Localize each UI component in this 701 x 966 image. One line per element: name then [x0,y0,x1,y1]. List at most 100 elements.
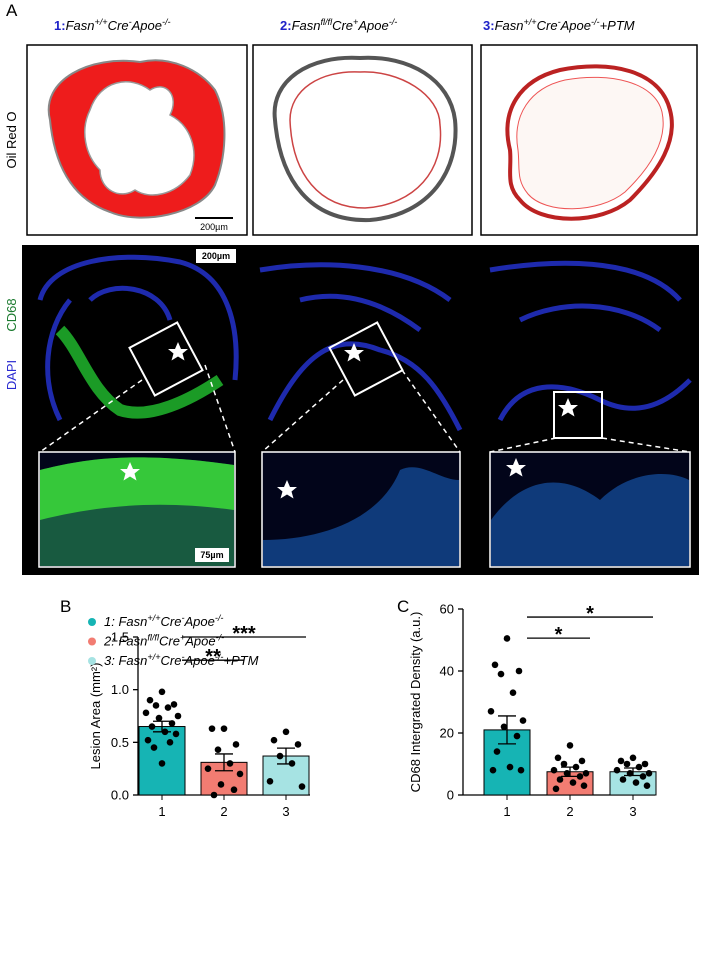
label-part: +/+ [147,652,160,662]
label-part: + [180,633,185,643]
label-part: Cre [537,18,558,33]
data-point [578,757,586,765]
row-label: CD68 [4,298,19,331]
legend-marker [88,657,96,665]
data-point [170,701,178,708]
y-tick-label: 0.0 [111,788,129,803]
data-point [580,782,588,789]
label-part: -/- [389,17,398,27]
y-tick-label: 20 [440,726,454,741]
zoom-box [128,321,204,397]
label-part: +PTM [600,18,635,33]
group-label: 1:Fasn+/+Cre-Apoe-/- [54,17,171,33]
data-point [513,732,521,740]
data-point [635,763,643,771]
data-point [554,754,562,762]
data-point [174,712,182,720]
star [344,343,364,362]
significance-label: ** [205,646,221,668]
label-part: + [353,17,358,27]
label-part: - [181,652,184,662]
data-point [217,781,225,788]
legend-label: 2: Fasnfl/flCre+Apoe-/- [103,633,224,649]
data-point [506,763,514,771]
data-point [210,791,218,799]
data-point [626,770,634,777]
x-tick-label: 2 [566,804,573,819]
label-part: Cre [159,634,180,649]
data-point [613,766,621,774]
data-point [500,723,508,731]
y-tick-label: 1.0 [111,682,129,697]
label-part: fl/fl [320,17,333,27]
cd68-stain [40,457,234,520]
data-point [230,786,238,794]
zoom-line [39,364,691,453]
label-part: Apoe [184,653,215,668]
group-name: Fasnfl/flCre+Apoe-/- [292,17,398,33]
legend-label: 1: Fasn+/+Cre-Apoe-/- [104,613,223,629]
label-part: - [181,613,184,623]
data-point [629,754,637,762]
data-point [146,696,154,704]
data-point [519,717,527,724]
data-point [632,779,640,786]
group-label: 3:Fasn+/+Cre-Apoe-/-+PTM [483,17,635,33]
label-part: Fasn [66,18,95,33]
label-part: -/- [162,17,171,27]
data-point [517,766,525,774]
data-point [166,739,174,746]
x-tick-label: 1 [158,804,165,819]
x-tick-label: 3 [282,804,289,819]
data-point [172,730,180,738]
group-name: Fasn+/+Cre-Apoe-/-+PTM [495,17,635,33]
scale-label: 200µm [200,222,228,232]
data-point [569,779,577,786]
legend-marker [88,637,96,646]
label-part: +/+ [523,17,536,27]
data-point [497,670,505,678]
significance-label: *** [232,623,256,645]
data-point [152,702,160,709]
data-point [158,760,166,767]
label-part: Cre [332,18,353,33]
data-point [645,770,653,777]
y-axis-label: Lesion Area (mm²) [88,663,103,770]
label-part: Cre [161,653,182,668]
data-point [493,748,501,755]
lumen [516,76,664,210]
data-point [204,765,212,772]
data-point [563,770,571,777]
data-point [556,776,564,783]
label-part: Fasn [495,18,524,33]
data-point [158,688,166,696]
x-tick-label: 1 [503,804,510,819]
star [277,480,297,499]
data-point [576,773,584,780]
label-part: Cre [161,614,182,629]
legend-label: 3: Fasn+/+Cre-Apoe-/-+PTM [104,652,259,668]
data-point [288,760,296,767]
data-point [509,689,517,696]
data-point [214,746,222,754]
tissue [37,254,692,432]
significance-label: * [586,603,594,625]
data-point [155,714,163,722]
star [558,398,578,417]
label-part: 2: Fasn [103,634,147,649]
data-point [582,770,590,777]
data-point [164,704,172,711]
data-point [294,741,302,748]
y-tick-label: 1.5 [111,630,129,645]
row-label: Oil Red O [4,111,19,168]
data-point [489,766,497,774]
label-part: -/- [215,652,224,662]
data-point [552,785,560,793]
group-label: 2:Fasnfl/flCre+Apoe-/- [280,17,397,33]
data-point [503,635,511,642]
data-point [566,742,574,749]
group-number: 2: [280,18,292,33]
data-point [276,752,284,760]
legend-marker [88,618,96,626]
